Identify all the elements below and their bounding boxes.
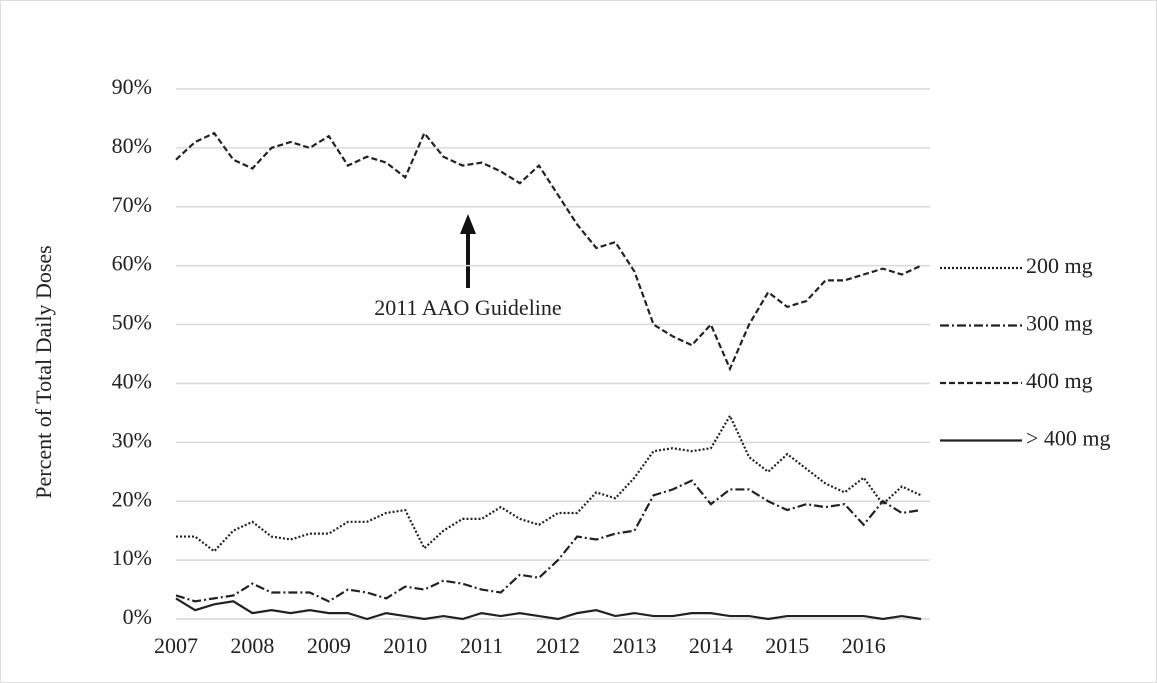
series-line: [175, 597, 922, 621]
y-tick-label: 50%: [112, 310, 152, 335]
y-tick-label: 70%: [112, 192, 152, 217]
y-tick-label: 0%: [123, 604, 152, 629]
annotation-arrowhead: [460, 214, 476, 234]
series-line: [176, 413, 922, 553]
x-tick-label: 2011: [460, 633, 503, 658]
series-line: [175, 131, 922, 372]
x-tick-label: 2010: [383, 633, 427, 658]
annotation: 2011 AAO Guideline: [374, 295, 561, 320]
y-tick-label: 90%: [112, 74, 152, 99]
y-tick-label: 10%: [112, 545, 152, 570]
x-tick-label: 2016: [842, 633, 886, 658]
legend-label: 400 mg: [1026, 368, 1093, 393]
legend-label: 300 mg: [1026, 311, 1093, 336]
x-tick-label: 2015: [765, 633, 809, 658]
x-tick-label: 2012: [536, 633, 580, 658]
y-axis-label: Percent of Total Daily Doses: [31, 245, 56, 498]
y-tick-label: 80%: [112, 133, 152, 158]
y-tick-label: 30%: [112, 427, 152, 452]
y-tick-label: 40%: [112, 368, 152, 393]
x-tick-label: 2009: [307, 633, 351, 658]
y-tick-label: 60%: [112, 251, 152, 276]
legend-label: > 400 mg: [1026, 426, 1111, 451]
x-tick-label: 2014: [689, 633, 733, 658]
y-tick-label: 20%: [112, 486, 152, 511]
x-tick-label: 2013: [612, 633, 656, 658]
x-tick-label: 2008: [230, 633, 274, 658]
legend-label: 200 mg: [1026, 253, 1093, 278]
x-tick-label: 2007: [154, 633, 198, 658]
